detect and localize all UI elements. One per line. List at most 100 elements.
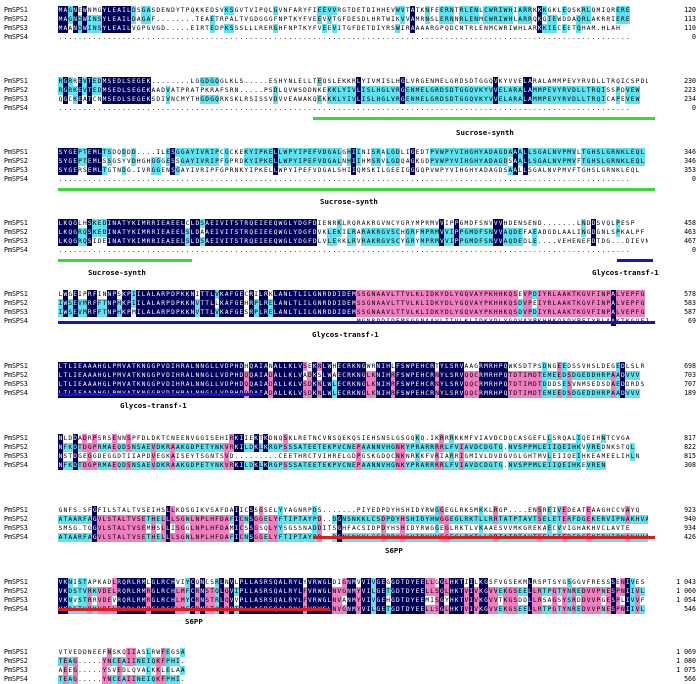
alignment-row: PmSPS4..................................… [0,33,700,42]
alignment-row: PmSPS1 SYGEPTEMLTSDQDDD....ILESGGAYIVRIPC… [0,148,700,157]
sequence-residues: LKQGRQSKEDINATYKIMRRIEAEELSLDAAEIVITSTRQ… [58,228,645,237]
domain-label: S6PP [185,617,203,626]
sequence-residues: ........................................… [58,34,630,41]
sequence-residues: GNFS.SFGFILSTALTVSEIHSLLKDSGIKVSAFDAIICS… [58,506,640,515]
sequence-residues: LTLIEAAAHGLPMVATKNGGPVDIHRALNNGLLVDPHDQQ… [58,380,645,389]
alignment-row: PmSPS1 RGRREVTEDMSEDLSEGEK........LGGDGQG… [0,77,700,86]
sequence-residues: VKNVSTRRVDEVRQRLRMRGLRCHLMYCRNSTRLQVVPLL… [58,596,645,605]
sequence-name: PmSPS1 [4,6,28,14]
sequence-name: PmSPS1 [4,648,28,656]
sequence-residues: MAANDWINSYLEAILVGPGVGD.....EIRTEDPKSSSLL… [58,24,620,33]
sequence-name: PmSPS2 [4,515,28,523]
alignment-row: PmSPS2 RGRKEVTEDMSEDLSEGEKAADVATPRATPKRAF… [0,86,700,95]
alignment-row: PmSPS4..................................… [0,175,700,184]
residue-position: 426 [684,533,696,541]
domain-bar [617,259,653,262]
sequence-name: PmSPS4 [4,246,28,254]
residue-position: 0 [692,33,696,41]
residue-position: 566 [684,675,696,683]
sequence-name: PmSPS4 [4,317,28,325]
sequence-name: PmSPS3 [4,524,28,532]
sequence-name: PmSPS1 [4,148,28,156]
domain-bar [313,117,655,120]
residue-position: 308 [684,461,696,469]
residue-position: 346 [684,148,696,156]
sequence-residues: ATAARFAGVLSTALTVSETHELLLSGNLNPLHFDAFICNS… [58,515,648,524]
sequence-name: PmSPS4 [4,461,28,469]
residue-position: 822 [684,443,696,451]
residue-position: 353 [684,166,696,174]
residue-position: 0 [692,104,696,112]
domain-bar [58,321,655,324]
domain-bar [58,608,330,611]
sequence-residues: NFKDTDGPRMAEQDSNSAEVDKRAAKGDPETYNKVRKILD… [58,443,636,452]
alignment-row: PmSPS2 MAGNDWINSYLEAILDAGAF........TEAETR… [0,15,700,24]
sequence-residues: LTLIEAAAHGLPMVATKNGGPVDIHRALNNGLLVDPHDHQ… [58,362,645,371]
sequence-name: PmSPS3 [4,237,28,245]
sequence-residues: NFKDTDGPRMAEQDSNSAEVDKRAAKGDPETYNKVRKILD… [58,461,606,470]
residue-position: 1 060 [676,587,696,595]
sequence-residues: RGRREVTEDMSEDLSEGEK........LGGDGQGLKLS..… [58,77,648,86]
alignment-row: PmSPS2 ATAARFAGVLSTALTVSETHELLLSGNLNPLHFD… [0,515,700,524]
sequence-name: PmSPS4 [4,33,28,41]
residue-position: 923 [684,506,696,514]
sequence-residues: MAGNDWINSYLEAILDAGAF........TEAETRPALTVG… [58,15,631,24]
sequence-residues: SYGERSEMLTGTNDG.IVRGGENSGAYIVRIPFGPRNKYI… [58,166,640,175]
alignment-block: PmSPS1 RGRREVTEDMSEDLSEGEK........LGGDGQG… [0,77,700,113]
residue-position: 1 075 [676,666,696,674]
residue-position: 230 [684,77,696,85]
sequence-name: PmSPS4 [4,104,28,112]
alignment-row: PmSPS2 IWSEVMRFFTNPHKPIILALARPDPKKNVTTLLK… [0,299,700,308]
sequence-residues: NSTDGEGGDEGGDTIIAPDVEGKAISEYTSGNTSVD....… [58,452,640,461]
sequence-name: PmSPS3 [4,24,28,32]
alignment-row: PmSPS2 LTLIEAAAHGLPMVATKNGGPVDIHRALNNGLLV… [0,371,700,380]
sequence-residues: VTVEDDNEEFNSKQIIASLRWFEGSA [58,648,186,657]
sequence-name: PmSPS2 [4,157,28,165]
alignment-row: PmSPS3 VKNVSTRRVDEVRQRLRMRGLRCHLMYCRNSTRL… [0,596,700,605]
alignment-row: PmSPS3 QGCKEATCNMSEDLSEGEKSDIVNCMYTHGDGQR… [0,95,700,104]
domain-bar [58,188,655,191]
domain-label: Glycos-transf-1 [120,401,187,410]
sequence-name: PmSPS1 [4,219,28,227]
sequence-name: PmSPS2 [4,86,28,94]
residue-position: 1 043 [676,578,696,586]
sequence-residues: QGCKEATCNMSEDLSEGEKSDIVNCMYTHGDGQRKSKLRS… [58,95,640,104]
sequence-name: PmSPS2 [4,443,28,451]
residue-position: 467 [684,237,696,245]
sequence-name: PmSPS1 [4,290,28,298]
residue-position: 120 [684,6,696,14]
alignment-row: PmSPS4..................................… [0,104,700,113]
alignment-row: PmSPS1 NLDDADRPSRSENNSPFDLDKTCNEENVGGISEH… [0,434,700,443]
sequence-name: PmSPS3 [4,166,28,174]
alignment-row: PmSPS3 MAANDWINSYLEAILVGPGVGD.....EIRTEDP… [0,24,700,33]
alignment-row: PmSPS4 TEAG.....YNCEAIINEIQKFPHI. 566 [0,675,700,684]
alignment-row: PmSPS3 LKQGRQSIDEINATYKIMRRIEAEELSLDSAEIV… [0,237,700,246]
alignment-block: PmSPS1 NLDDADRPSRSENNSPFDLDKTCNEENVGGISEH… [0,434,700,470]
sequence-name: PmSPS2 [4,228,28,236]
sequence-name: PmSPS1 [4,77,28,85]
domain-label: Sucrose-synth [88,268,146,277]
sequence-residues: AEEG.....YSVEDLQVALKKLELAA [58,666,186,675]
residue-position: 546 [684,605,696,613]
alignment-row: PmSPS1 VTVEDDNEEFNSKQIIASLRWFEGSA 1 069 [0,648,700,657]
sequence-name: PmSPS3 [4,308,28,316]
residue-position: 583 [684,299,696,307]
alignment-row: PmSPS2 NFKDTDGPRMAEQDSNSAEVDKRAAKGDPETYNK… [0,443,700,452]
alignment-block: PmSPS1 VTVEDDNEEFNSKQIIASLRWFEGSA 1 069 PmS… [0,648,700,684]
sequence-residues: SYGEPTEMLTSDQDDD....ILESGGAYIVRIPCGCKEKY… [58,148,645,157]
sequence-residues: MAGNEWNMGYLEAILDSGASDENDYTPQKKEDSVKSGVTV… [58,6,631,15]
alignment-block: PmSPS1 MAGNEWNMGYLEAILDSGASDENDYTPQKKEDSV… [0,6,700,42]
sequence-residues: SYGEPTEMLSSGSYVDHGHGGGESSGAYIVRIPFGPRDKY… [58,157,645,166]
domain-bar [313,536,655,539]
alignment-row: PmSPS3 SMSG.TGGVLSTALTVSEMHSLLISGGLNPLHFD… [0,524,700,533]
sequence-residues: LTLIEAAAHGLPMVATKNGGPVDIHRALNNGLLVDPHDQQ… [58,371,640,380]
residue-position: 110 [684,24,696,32]
alignment-row: PmSPS4..................................… [0,246,700,255]
sequence-residues: ........................................… [58,247,630,254]
sequence-name: PmSPS4 [4,605,28,613]
residue-position: 223 [684,86,696,94]
sequence-name: PmSPS3 [4,596,28,604]
alignment-row: PmSPS3 NSTDGEGGDEGGDTIIAPDVEGKAISEYTSGNTS… [0,452,700,461]
sequence-name: PmSPS4 [4,175,28,183]
sequence-residues: IWSEVMRFFTNPHKPMILALARPDPKKNVTTLVKAFGESR… [58,308,645,317]
